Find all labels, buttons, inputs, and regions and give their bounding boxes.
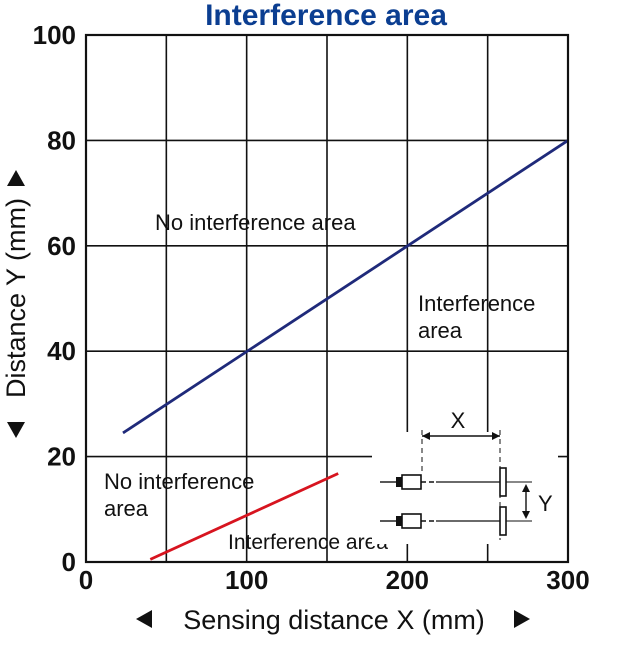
y-tick-label: 20 (47, 442, 76, 472)
sensor-top-body (401, 474, 422, 490)
y-tick-label: 0 (62, 547, 76, 577)
reflector-bottom (499, 506, 507, 536)
series-line-2 (149, 472, 339, 561)
x-axis-title: Sensing distance X (mm) (136, 605, 530, 635)
chart-title: Interference area (205, 0, 447, 32)
annotation-lower-no-interference-line2: area (104, 496, 149, 521)
y-tick-label: 60 (47, 231, 76, 261)
annotation-upper-interference-line2: area (418, 318, 463, 343)
x-tick-label: 100 (225, 565, 268, 595)
y-axis-title: Distance Y (mm) (1, 170, 31, 438)
diagram-y-label: Y (538, 491, 553, 516)
x-tick-label: 300 (546, 565, 589, 595)
y-tick-label: 100 (33, 20, 76, 50)
plot-frame (84, 33, 570, 564)
diagram-x-label: X (451, 408, 466, 433)
annotation-lower-interference: Interference area (228, 531, 388, 554)
right-arrow-icon (514, 610, 530, 628)
x-axis-label: Sensing distance X (mm) (183, 605, 485, 635)
reflector-top (499, 467, 507, 497)
annotation-lower-no-interference-line1: No interference (104, 469, 254, 494)
grid-lines (86, 35, 568, 562)
y-tick-label: 40 (47, 336, 76, 366)
y-tick-label: 80 (47, 125, 76, 155)
x-tick-label: 0 (79, 565, 93, 595)
left-arrow-icon (136, 610, 152, 628)
sensor-diagram: X Y (372, 408, 558, 544)
series-line-1 (122, 139, 569, 435)
x-tick-labels: 0 100 200 300 (79, 565, 590, 595)
annotation-upper-no-interference: No interference area (155, 210, 356, 235)
right-arrow-icon (7, 170, 25, 186)
series-lines (122, 139, 569, 561)
x-tick-label: 200 (386, 565, 429, 595)
annotation-upper-interference-line1: Interference (418, 291, 535, 316)
y-tick-labels: 0 20 40 60 80 100 (33, 20, 76, 577)
sensor-bottom-body (401, 513, 422, 529)
y-axis-label: Distance Y (mm) (1, 198, 31, 398)
left-arrow-icon (7, 422, 25, 438)
